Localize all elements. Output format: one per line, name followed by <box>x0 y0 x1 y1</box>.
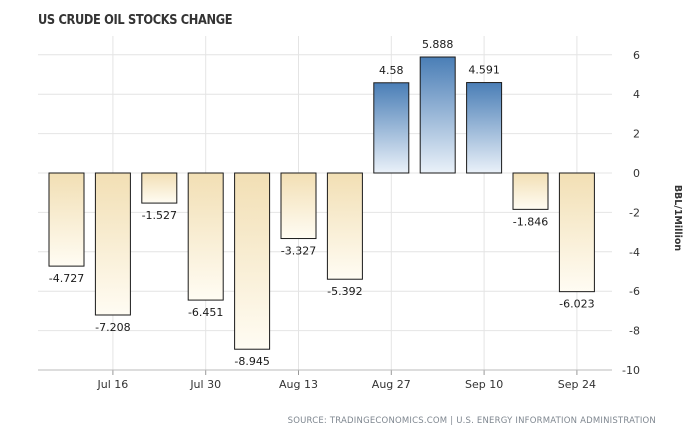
data-label: 4.58 <box>379 64 404 77</box>
x-tick-label: Sep 10 <box>465 378 503 391</box>
y-tick-label: -8 <box>629 325 640 338</box>
bar <box>466 82 503 174</box>
x-tick-label: Aug 13 <box>279 378 318 391</box>
bar <box>141 172 178 204</box>
bars <box>48 56 595 350</box>
bar <box>187 172 224 301</box>
bar <box>373 82 410 174</box>
y-tick-label: -4 <box>629 246 640 259</box>
y-tick-label: -10 <box>622 364 640 377</box>
bar <box>94 172 131 316</box>
y-axis: 6 4 2 0 -2 -4 -6 -8 -10 <box>622 49 640 377</box>
data-label: 5.888 <box>422 38 454 51</box>
bar <box>558 172 595 293</box>
bar <box>512 172 549 210</box>
bar <box>419 56 456 174</box>
x-tick-label: Jul 16 <box>97 378 129 391</box>
x-axis: Jul 16 Jul 30 Aug 13 Aug 27 Sep 10 Sep 24 <box>38 369 612 391</box>
x-tick-label: Sep 24 <box>558 378 596 391</box>
data-label: -5.392 <box>327 285 362 298</box>
bar <box>326 172 363 280</box>
data-label: -1.527 <box>142 209 177 222</box>
data-label: -1.846 <box>513 215 548 228</box>
bar <box>48 172 85 267</box>
y-tick-label: 0 <box>633 167 640 180</box>
y-tick-label: -2 <box>629 206 640 219</box>
chart-title: US CRUDE OIL STOCKS CHANGE <box>38 13 233 28</box>
y-tick-label: 2 <box>633 128 640 141</box>
x-tick-label: Jul 30 <box>189 378 221 391</box>
y-tick-label: 6 <box>633 49 640 62</box>
x-tick-label: Aug 27 <box>372 378 411 391</box>
chart-source: SOURCE: TRADINGECONOMICS.COM | U.S. ENER… <box>287 416 656 426</box>
bar <box>280 172 317 240</box>
data-label: -8.945 <box>234 355 269 368</box>
data-labels: -4.727 -7.208 -1.527 -6.451 -8.945 -3.327 -5.3… <box>49 38 595 368</box>
data-label: -6.451 <box>188 306 223 319</box>
bar <box>234 172 271 350</box>
data-label: -6.023 <box>559 298 594 311</box>
y-tick-label: 4 <box>633 88 640 101</box>
y-axis-title: BBL/1Million <box>672 185 683 252</box>
data-label: -4.727 <box>49 272 84 285</box>
data-label: 4.591 <box>468 64 500 77</box>
data-label: -3.327 <box>281 245 316 258</box>
y-tick-label: -6 <box>629 285 640 298</box>
data-label: -7.208 <box>95 321 130 334</box>
